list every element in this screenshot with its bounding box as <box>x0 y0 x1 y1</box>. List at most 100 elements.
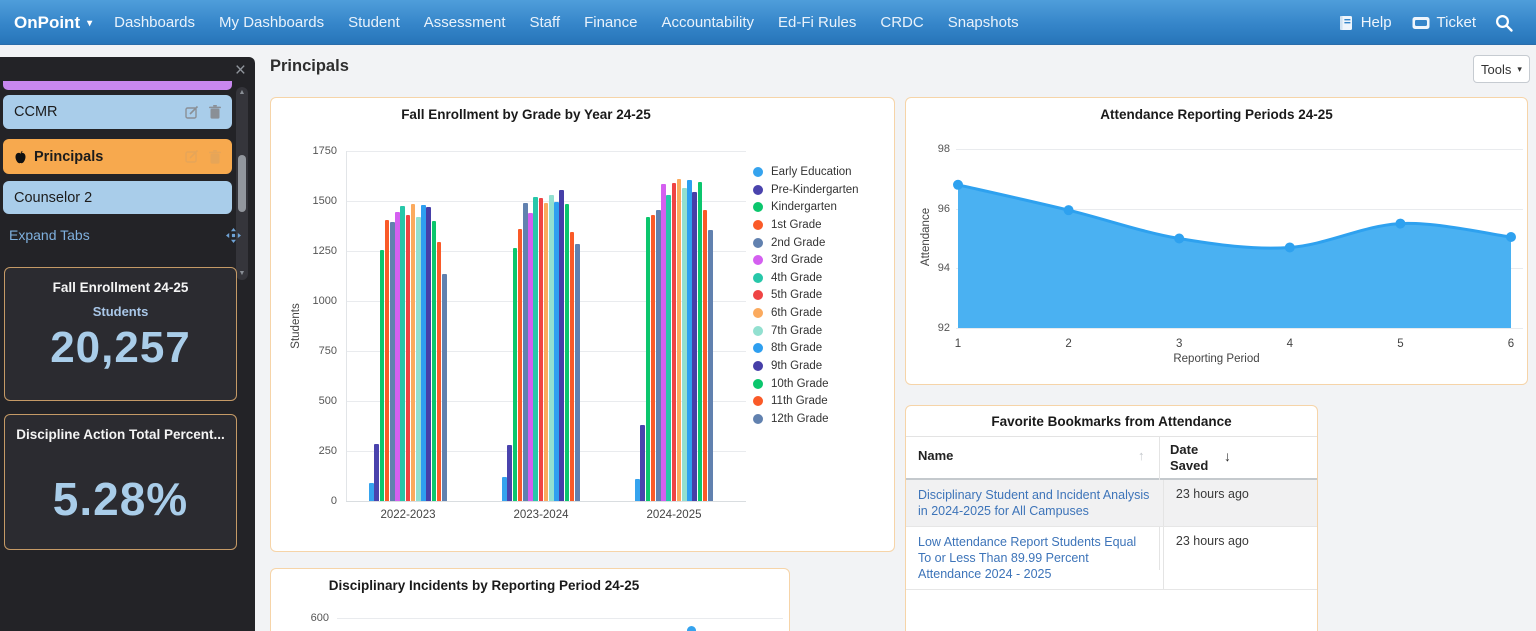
nav-item-crdc[interactable]: CRDC <box>880 14 924 31</box>
bar-1st-grade[interactable] <box>384 220 390 501</box>
bar-11th-grade[interactable] <box>702 210 708 501</box>
bar-4th-grade[interactable] <box>400 206 406 501</box>
legend-item-1st-grade[interactable]: 1st Grade <box>753 218 822 232</box>
bar-10th-grade[interactable] <box>431 221 437 501</box>
data-point[interactable]: 96.8 <box>953 179 963 190</box>
legend-item-3rd-grade[interactable]: 3rd Grade <box>753 253 823 267</box>
nav-item-accountability[interactable]: Accountability <box>661 14 755 31</box>
legend-item-7th-grade[interactable]: 7th Grade <box>753 324 822 338</box>
brand-menu[interactable]: OnPoint ▾ <box>14 13 92 33</box>
bar-1st-grade[interactable] <box>517 229 523 501</box>
tab-partial-top[interactable] <box>3 81 232 90</box>
bar-7th-grade[interactable] <box>415 217 421 501</box>
bar-9th-grade[interactable] <box>559 190 564 501</box>
bar-pre-kindergarten[interactable] <box>640 425 646 501</box>
bar-kindergarten[interactable] <box>645 217 651 501</box>
scroll-up-icon[interactable]: ▲ <box>238 89 246 96</box>
bar-10th-grade[interactable] <box>697 182 703 501</box>
legend-item-5th-grade[interactable]: 5th Grade <box>753 288 822 302</box>
legend-item-12th-grade[interactable]: 12th Grade <box>753 412 829 426</box>
nav-item-student[interactable]: Student <box>348 14 400 31</box>
bar-11th-grade[interactable] <box>436 242 442 501</box>
bar-3rd-grade[interactable] <box>661 184 666 501</box>
tab-ccmr[interactable]: CCMR <box>3 95 232 129</box>
sort-down-icon[interactable]: ↓ <box>1224 448 1231 464</box>
bar-kindergarten[interactable] <box>512 248 518 501</box>
legend-item-11th-grade[interactable]: 11th Grade <box>753 394 828 408</box>
bar-5th-grade[interactable] <box>405 215 411 501</box>
tab-principals[interactable]: Principals <box>3 139 232 174</box>
bookmark-link[interactable]: Disciplinary Student and Incident Analys… <box>918 488 1150 518</box>
bar-2nd-grade[interactable] <box>390 222 395 501</box>
ticket-button[interactable]: Ticket <box>1404 14 1484 31</box>
bar-early-education[interactable] <box>369 483 374 501</box>
trash-icon[interactable] <box>209 105 221 119</box>
bar-10th-grade[interactable] <box>564 204 570 501</box>
legend-item-9th-grade[interactable]: 9th Grade <box>753 359 822 373</box>
bar-early-education[interactable] <box>502 477 507 501</box>
legend-item-pre-kindergarten[interactable]: Pre-Kindergarten <box>753 183 859 197</box>
bar-1st-grade[interactable] <box>650 215 656 501</box>
bar-7th-grade[interactable] <box>548 195 554 501</box>
tab-counselor-2[interactable]: Counselor 2 <box>3 181 232 214</box>
attendance-area-chart[interactable]: 96.8 95.95 95 94.7 95.5 95.05 <box>906 98 1527 384</box>
legend-item-2nd-grade[interactable]: 2nd Grade <box>753 236 825 250</box>
trash-icon[interactable] <box>209 149 221 164</box>
edit-icon[interactable] <box>185 105 200 120</box>
bookmark-link[interactable]: Low Attendance Report Students Equal To … <box>918 535 1137 581</box>
bar-5th-grade[interactable] <box>671 183 677 501</box>
expand-tabs-link[interactable]: Expand Tabs <box>9 227 90 243</box>
bar-4th-grade[interactable] <box>533 197 539 501</box>
scroll-down-icon[interactable]: ▼ <box>238 270 246 277</box>
data-point[interactable] <box>686 625 696 631</box>
data-point[interactable]: 95.95 <box>1063 205 1074 216</box>
column-header-date-saved[interactable]: Date Saved <box>1170 442 1209 473</box>
bar-5th-grade[interactable] <box>538 198 544 501</box>
nav-item-dashboards[interactable]: Dashboards <box>114 14 196 31</box>
data-point[interactable]: 95.05 <box>1506 232 1516 243</box>
legend-item-4th-grade[interactable]: 4th Grade <box>753 271 822 285</box>
bar-pre-kindergarten[interactable] <box>374 444 380 501</box>
bar-8th-grade[interactable] <box>554 202 559 501</box>
bar-6th-grade[interactable] <box>676 179 682 501</box>
bar-2nd-grade[interactable] <box>656 210 661 501</box>
data-point[interactable]: 95 <box>1174 233 1185 244</box>
tools-button[interactable]: Tools ▾ <box>1473 55 1530 83</box>
edit-icon[interactable] <box>185 149 200 164</box>
bar-12th-grade[interactable] <box>707 230 713 501</box>
legend-item-6th-grade[interactable]: 6th Grade <box>753 306 822 320</box>
legend-item-early-education[interactable]: Early Education <box>753 165 852 179</box>
close-icon[interactable]: × <box>234 60 246 81</box>
bar-3rd-grade[interactable] <box>395 212 400 501</box>
bar-6th-grade[interactable] <box>543 203 549 501</box>
legend-item-10th-grade[interactable]: 10th Grade <box>753 377 829 391</box>
legend-item-8th-grade[interactable]: 8th Grade <box>753 341 822 355</box>
bar-6th-grade[interactable] <box>410 204 416 501</box>
bar-8th-grade[interactable] <box>421 205 426 501</box>
nav-item-staff[interactable]: Staff <box>529 14 561 31</box>
bar-9th-grade[interactable] <box>426 207 431 501</box>
bar-8th-grade[interactable] <box>687 180 692 501</box>
column-header-name[interactable]: Name <box>918 448 954 463</box>
bar-kindergarten[interactable] <box>379 250 385 501</box>
move-icon[interactable] <box>226 227 241 243</box>
bar-2nd-grade[interactable] <box>523 203 528 501</box>
nav-item-snapshots[interactable]: Snapshots <box>947 14 1019 31</box>
tabs-scrollbar[interactable]: ▲ ▼ <box>236 87 248 280</box>
bar-4th-grade[interactable] <box>666 195 672 501</box>
data-point[interactable]: 95.5 <box>1395 218 1406 229</box>
bar-12th-grade[interactable] <box>574 244 580 501</box>
bar-early-education[interactable] <box>635 479 640 501</box>
bar-9th-grade[interactable] <box>692 192 697 501</box>
sort-up-icon[interactable]: ↑ <box>1138 448 1145 463</box>
legend-item-kindergarten[interactable]: Kindergarten <box>753 200 837 214</box>
search-button[interactable] <box>1488 13 1520 33</box>
nav-item-finance[interactable]: Finance <box>584 14 638 31</box>
scrollbar-thumb[interactable] <box>238 155 246 212</box>
bar-pre-kindergarten[interactable] <box>507 445 513 501</box>
nav-item-ed-fi-rules[interactable]: Ed-Fi Rules <box>778 14 857 31</box>
data-point[interactable]: 94.7 <box>1284 242 1295 253</box>
bar-12th-grade[interactable] <box>441 274 447 501</box>
bar-3rd-grade[interactable] <box>528 213 533 501</box>
help-button[interactable]: Help <box>1331 14 1400 31</box>
